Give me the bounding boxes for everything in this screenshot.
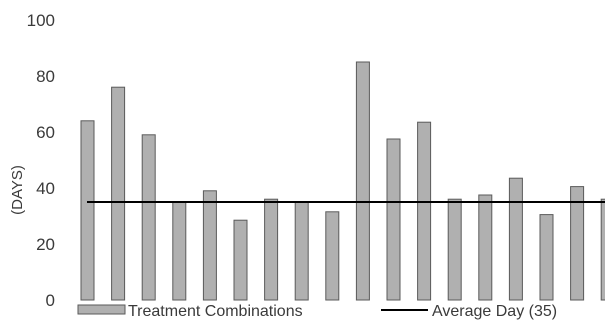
bar (600, 198, 605, 301)
bar (202, 190, 217, 301)
y-tick-label: 60 (36, 123, 55, 142)
bar (294, 201, 309, 301)
y-tick-label: 40 (36, 179, 55, 198)
legend-line-label: Average Day (35) (432, 303, 557, 320)
y-tick-label: 100 (27, 11, 55, 30)
legend-bar-swatch (77, 304, 126, 315)
bar (570, 186, 585, 301)
bar (80, 120, 95, 301)
y-axis-label: (DAYS) (9, 165, 26, 215)
bar (233, 219, 248, 301)
bar (447, 198, 462, 301)
bar (355, 61, 370, 301)
y-tick-label: 0 (46, 291, 55, 310)
legend-bars-label: Treatment Combinations (128, 303, 303, 320)
legend: Treatment Combinations Average Day (35) (77, 303, 557, 320)
y-tick-label: 80 (36, 67, 55, 86)
bar (417, 121, 432, 301)
bar (325, 211, 340, 301)
bar (141, 134, 156, 301)
bar (386, 138, 401, 301)
bar (508, 177, 523, 301)
bar (478, 194, 493, 301)
bars (80, 61, 605, 301)
y-axis-ticks: 0 20 40 60 80 100 (27, 11, 55, 310)
bar (172, 201, 187, 301)
bar (111, 86, 126, 301)
bar (264, 198, 279, 301)
y-tick-label: 20 (36, 235, 55, 254)
bar (539, 214, 554, 301)
